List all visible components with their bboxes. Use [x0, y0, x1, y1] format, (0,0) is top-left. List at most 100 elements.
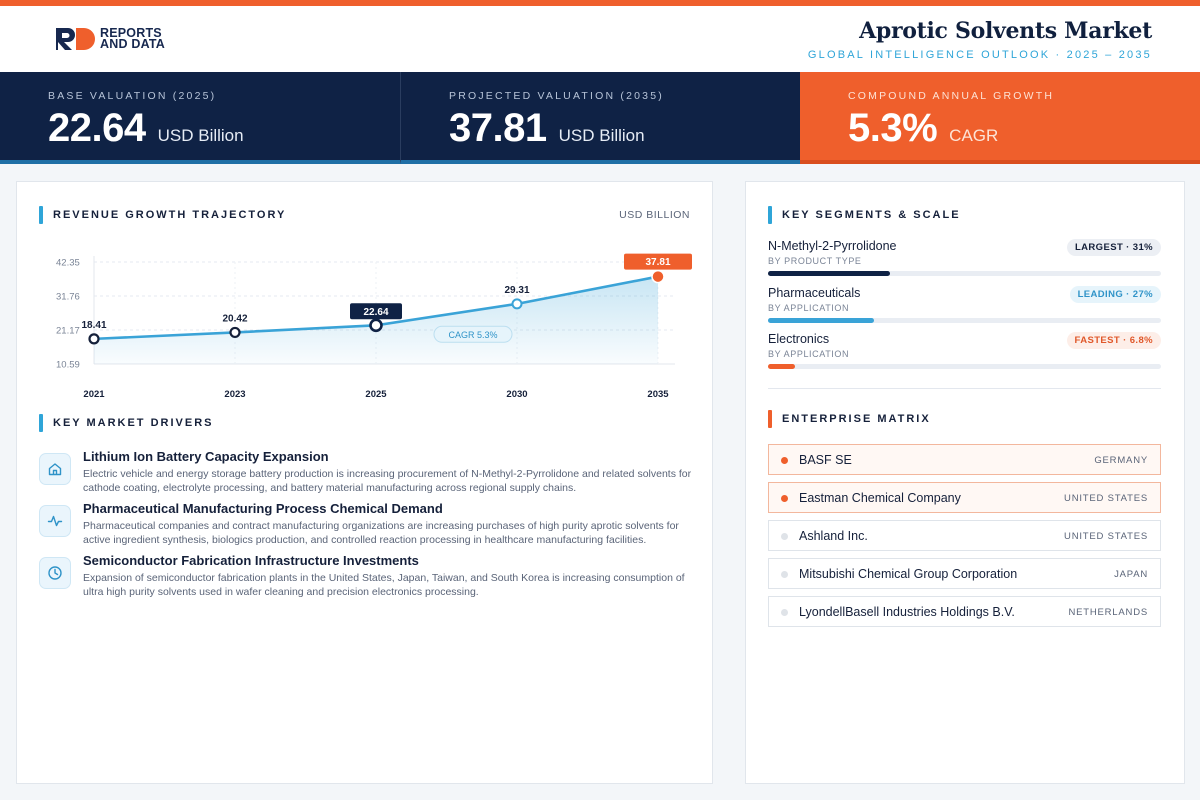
- company-country: NETHERLANDS: [1068, 607, 1148, 618]
- clock-icon: [48, 566, 62, 580]
- kpi-base-valuation: BASE VALUATION (2025) 22.64 USD Billion: [0, 72, 400, 164]
- data-point: [369, 318, 383, 333]
- enterprise-row[interactable]: BASF SE GERMANY: [768, 444, 1161, 475]
- segments-section-title: KEY SEGMENTS & SCALE: [768, 206, 961, 224]
- segment-badge: LARGEST · 31%: [1066, 239, 1161, 256]
- revenue-section-title: REVENUE GROWTH TRAJECTORY: [39, 206, 286, 224]
- enterprise-row[interactable]: Ashland Inc. UNITED STATES: [768, 520, 1161, 551]
- segment-name: Pharmaceuticals: [768, 286, 861, 300]
- revenue-title-text: REVENUE GROWTH TRAJECTORY: [53, 209, 287, 221]
- page-header: REPORTS AND DATA Aprotic Solvents Market…: [0, 6, 1200, 72]
- left-panel: REVENUE GROWTH TRAJECTORY USD BILLION 42…: [16, 181, 713, 784]
- activity-icon: [47, 515, 63, 527]
- kpi-value-group: 22.64 USD Billion: [48, 106, 244, 151]
- kpi-number: 22.64: [48, 106, 146, 150]
- company-name: Ashland Inc.: [799, 529, 868, 543]
- data-label: 37.81: [645, 257, 670, 268]
- brand-name: REPORTS AND DATA: [100, 27, 166, 51]
- data-label: 22.64: [363, 307, 388, 318]
- data-label-box: [624, 253, 692, 270]
- enterprise-row[interactable]: LyondellBasell Industries Holdings B.V. …: [768, 596, 1161, 627]
- data-label: 20.42: [222, 313, 247, 324]
- y-tick-label: 42.35: [56, 258, 80, 269]
- driver-title: Semiconductor Fabrication Infrastructure…: [83, 553, 419, 568]
- y-tick-label: 31.76: [56, 292, 80, 303]
- page-title: Aprotic Solvents Market: [859, 18, 1152, 44]
- y-tick-label: 10.59: [56, 360, 80, 371]
- x-tick-label: 2030: [506, 389, 527, 400]
- segment-name: N-Methyl-2-Pyrrolidone: [768, 239, 897, 253]
- segment-badge: LEADING · 27%: [1069, 286, 1161, 303]
- section-accent: [39, 206, 43, 224]
- kpi-label: COMPOUND ANNUAL GROWTH: [848, 90, 1055, 102]
- status-dot: [781, 495, 788, 502]
- page-subtitle: GLOBAL INTELLIGENCE OUTLOOK · 2025 – 203…: [807, 49, 1152, 61]
- enterprise-row[interactable]: Eastman Chemical Company UNITED STATES: [768, 482, 1161, 513]
- driver-title: Pharmaceutical Manufacturing Process Che…: [83, 501, 443, 516]
- status-dot: [781, 457, 788, 464]
- company-name: LyondellBasell Industries Holdings B.V.: [799, 605, 1015, 619]
- segment-badge: FASTEST · 6.8%: [1066, 332, 1161, 349]
- revenue-chart: 42.35 31.76 21.17 10.59 CAGR 5.3% 2021 18.41 2…: [56, 253, 692, 400]
- data-point: [511, 298, 523, 310]
- section-divider: [768, 388, 1161, 389]
- segment-category: BY APPLICATION: [768, 303, 850, 313]
- brand-logo[interactable]: REPORTS AND DATA: [54, 26, 165, 52]
- segment-share-track: [768, 364, 1161, 369]
- kpi-unit: USD Billion: [558, 126, 645, 145]
- kpi-unit: CAGR: [949, 126, 999, 145]
- data-point: [651, 269, 665, 284]
- section-accent: [768, 410, 772, 428]
- segment-share-track: [768, 318, 1161, 323]
- cagr-pill: [433, 325, 513, 343]
- x-tick-label: 2025: [365, 389, 387, 400]
- driver-title: Lithium Ion Battery Capacity Expansion: [83, 449, 329, 464]
- segment-share-bar: [768, 271, 890, 276]
- data-label: 29.31: [504, 285, 529, 296]
- x-tick-label: 2035: [647, 389, 669, 400]
- enterprise-row[interactable]: Mitsubishi Chemical Group Corporation JA…: [768, 558, 1161, 589]
- company-name: Mitsubishi Chemical Group Corporation: [799, 567, 1018, 581]
- company-country: GERMANY: [1094, 455, 1148, 466]
- segment-share-track: [768, 271, 1161, 276]
- drivers-title-text: KEY MARKET DRIVERS: [53, 417, 214, 429]
- segment-category: BY PRODUCT TYPE: [768, 256, 862, 266]
- driver-icon-box: [39, 453, 71, 485]
- top-accent-bar: [0, 0, 1200, 6]
- driver-icon-box: [39, 557, 71, 589]
- segment-share-bar: [768, 318, 875, 323]
- segment-name: Electronics: [768, 332, 830, 346]
- driver-icon-box: [39, 505, 71, 537]
- drivers-section-title: KEY MARKET DRIVERS: [39, 414, 213, 432]
- kpi-label: BASE VALUATION (2025): [48, 90, 217, 102]
- company-country: UNITED STATES: [1064, 531, 1148, 542]
- segment-share-bar: [768, 364, 795, 369]
- data-label-box: [350, 303, 402, 320]
- kpi-cagr: COMPOUND ANNUAL GROWTH 5.3% CAGR: [800, 72, 1200, 164]
- status-dot: [781, 533, 788, 540]
- chart-unit-label: USD BILLION: [619, 209, 690, 221]
- rd-logo-icon: [56, 28, 95, 50]
- kpi-value-group: 37.81 USD Billion: [449, 106, 645, 151]
- kpi-value-group: 5.3% CAGR: [848, 106, 998, 151]
- status-dot: [781, 571, 788, 578]
- cagr-pill-label: CAGR 5.3%: [448, 330, 497, 340]
- section-accent: [39, 414, 43, 432]
- y-tick-label: 21.17: [56, 326, 80, 337]
- segments-title-text: KEY SEGMENTS & SCALE: [782, 209, 961, 221]
- section-accent: [768, 206, 772, 224]
- company-name: Eastman Chemical Company: [799, 491, 961, 505]
- kpi-unit: USD Billion: [157, 126, 244, 145]
- kpi-projected-valuation: PROJECTED VALUATION (2035) 37.81 USD Bil…: [400, 72, 800, 164]
- brand-line-2: AND DATA: [100, 37, 166, 51]
- enterprise-title-text: ENTERPRISE MATRIX: [782, 413, 931, 425]
- kpi-number: 37.81: [449, 106, 547, 150]
- company-name: BASF SE: [799, 453, 852, 467]
- data-label: 18.41: [81, 320, 106, 331]
- enterprise-section-title: ENTERPRISE MATRIX: [768, 410, 931, 428]
- driver-description: Pharmaceutical companies and contract ma…: [83, 520, 679, 546]
- driver-description: Electric vehicle and energy storage batt…: [83, 468, 692, 494]
- data-point: [229, 326, 241, 339]
- driver-description: Expansion of semiconductor fabrication p…: [83, 572, 685, 598]
- home-icon: [48, 463, 62, 476]
